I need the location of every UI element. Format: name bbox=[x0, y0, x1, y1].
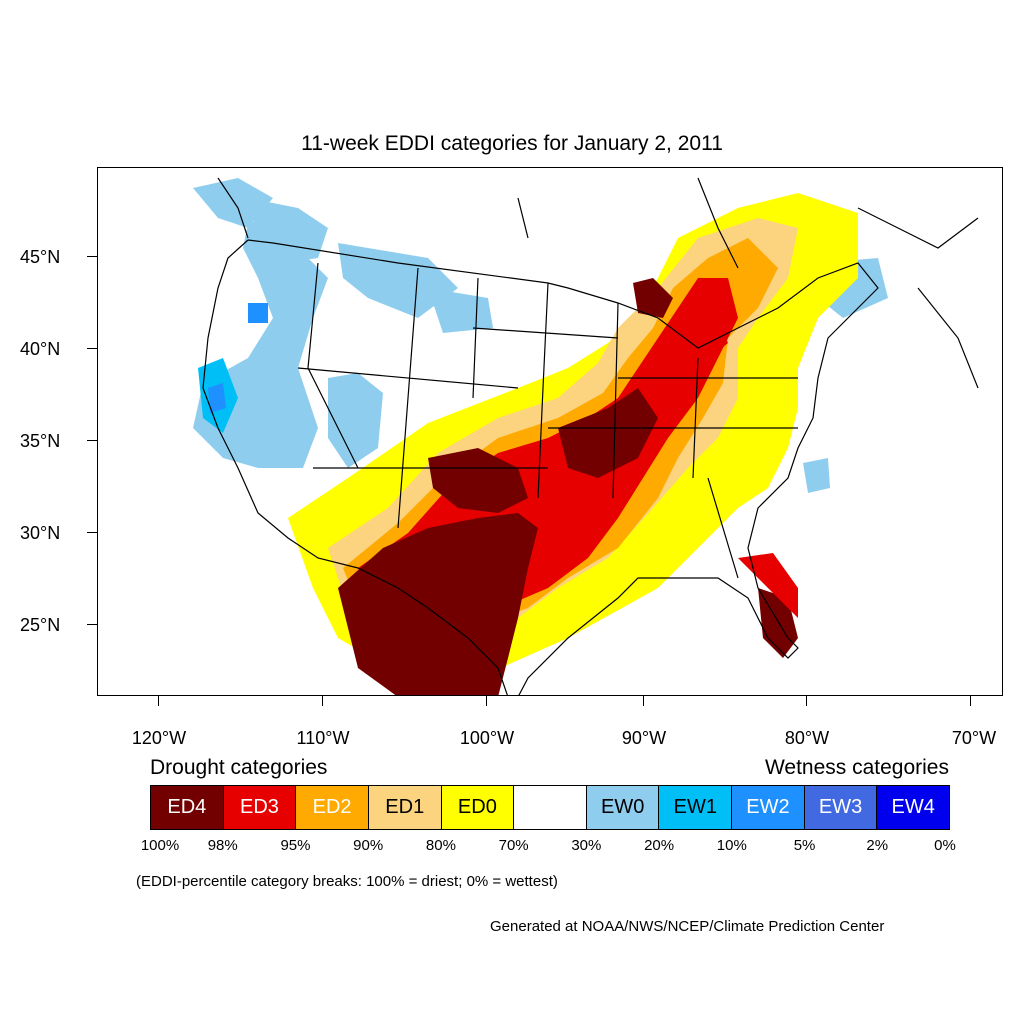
northwest-wet-region bbox=[248, 198, 328, 263]
lon-tick bbox=[806, 696, 808, 706]
legend-box-ew3: EW3 bbox=[804, 786, 878, 829]
lon-tick bbox=[970, 696, 972, 706]
lon-label: 80°W bbox=[784, 728, 830, 748]
legend-box-ed0: ED0 bbox=[441, 786, 515, 829]
lon-label: 90°W bbox=[621, 728, 667, 748]
boundaries bbox=[202, 177, 979, 695]
percentile-label: 80% bbox=[425, 837, 456, 854]
ed4-michigan bbox=[633, 278, 673, 318]
us-outline bbox=[202, 239, 879, 695]
lat-label: 45°N bbox=[20, 247, 61, 267]
lat-label: 25°N bbox=[20, 615, 61, 635]
lat-tick bbox=[87, 348, 97, 350]
lon-tick bbox=[486, 696, 488, 706]
wetness-regions bbox=[193, 178, 888, 493]
map-title: 11-week EDDI categories for January 2, 2… bbox=[301, 132, 723, 155]
legend-bar: ED4 ED3 ED2 ED1 ED0 EW0 EW1 EW2 EW3 EW4 bbox=[150, 785, 950, 830]
lon-label: 120°W bbox=[131, 728, 187, 748]
ew2-spot-2 bbox=[208, 383, 226, 413]
percentile-label: 0% bbox=[934, 837, 956, 854]
category-note: (EDDI-percentile category breaks: 100% =… bbox=[136, 873, 558, 890]
legend-box-ew4: EW4 bbox=[877, 786, 950, 829]
legend-box-ew2: EW2 bbox=[732, 786, 805, 829]
lon-tick bbox=[158, 696, 160, 706]
lat-tick bbox=[87, 440, 97, 442]
southeast-coast-wet bbox=[803, 458, 830, 493]
lat-label: 30°N bbox=[20, 523, 61, 543]
lat-label: 35°N bbox=[20, 431, 61, 451]
percentile-label: 90% bbox=[353, 837, 384, 854]
state-lines bbox=[297, 262, 798, 579]
canada-north-wet bbox=[193, 178, 273, 228]
legend-box-ed1: ED1 bbox=[368, 786, 442, 829]
lat-tick bbox=[87, 256, 97, 258]
lon-label: 110°W bbox=[296, 728, 350, 748]
percentile-label: 2% bbox=[866, 837, 889, 854]
legend-box-ed4: ED4 bbox=[151, 786, 224, 829]
percentile-label: 30% bbox=[571, 837, 602, 854]
legend-box-ew0: EW0 bbox=[586, 786, 660, 829]
lon-tick bbox=[322, 696, 324, 706]
percentile-label: 5% bbox=[793, 837, 816, 854]
percentile-label: 20% bbox=[644, 837, 675, 854]
drought-heading: Drought categories bbox=[150, 756, 328, 779]
ed4-midsouth bbox=[558, 388, 658, 478]
eddi-map bbox=[193, 177, 979, 695]
great-basin-wet-region bbox=[328, 373, 383, 468]
canada-coast bbox=[217, 177, 979, 389]
legend-box-ed2: ED2 bbox=[296, 786, 369, 829]
legend-box-ew1: EW1 bbox=[659, 786, 733, 829]
lon-tick bbox=[643, 696, 645, 706]
lon-label: 70°W bbox=[951, 728, 997, 748]
north-rockies-wet bbox=[428, 288, 493, 333]
northern-plains-wet-region bbox=[338, 243, 458, 318]
credit-line: Generated at NOAA/NWS/NCEP/Climate Predi… bbox=[490, 918, 885, 935]
percentile-label: 70% bbox=[498, 837, 529, 854]
ed3-great-lakes bbox=[673, 313, 728, 368]
lat-tick bbox=[87, 532, 97, 534]
wetness-heading: Wetness categories bbox=[764, 756, 949, 779]
percentile-label: 95% bbox=[280, 837, 311, 854]
map-panel bbox=[97, 167, 1003, 696]
percentile-label: 10% bbox=[716, 837, 747, 854]
lat-tick bbox=[87, 624, 97, 626]
ed4-texas-region bbox=[338, 513, 538, 695]
percentile-label: 100% bbox=[140, 837, 180, 854]
percentile-label: 98% bbox=[207, 837, 238, 854]
lat-label: 40°N bbox=[20, 339, 61, 359]
lon-label: 100°W bbox=[459, 728, 515, 748]
legend-box-ed3: ED3 bbox=[223, 786, 297, 829]
ed4-southern-plains bbox=[428, 448, 528, 513]
legend-box-neutral bbox=[514, 786, 587, 829]
ew2-spot-1 bbox=[248, 303, 268, 323]
